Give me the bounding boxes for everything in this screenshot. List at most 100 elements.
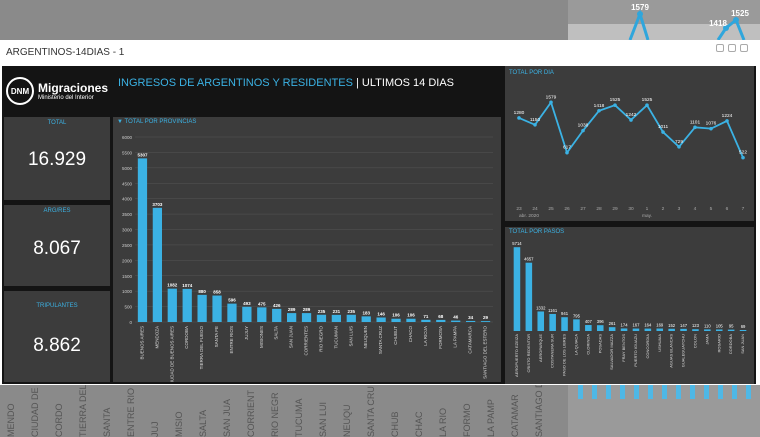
data-point [725,119,729,123]
bar [608,327,616,331]
data-label: 795 [573,313,581,318]
background-value-3: 1525 [731,9,749,18]
y-tick-label: 4000 [122,197,133,202]
title-main: INGRESOS DE ARGENTINOS Y RESIDENTES [118,77,353,89]
data-label: 146 [377,311,385,316]
x-group-label: may. [642,214,652,219]
y-tick-label: 0 [129,320,132,325]
bar [692,329,699,331]
data-label: 596 [228,298,236,303]
kpi-argres[interactable]: ARG/RES 8.067 [4,205,110,286]
bar [301,313,312,322]
x-tick-label: AEROPUERTO EZEIZA [514,334,519,377]
bar [585,325,592,331]
y-tick-label: 3000 [122,228,133,233]
bar [549,313,556,331]
panel-dia[interactable]: TOTAL POR DIA 1280 23 1150 24 1579 25 617 26 103… [505,66,754,221]
x-tick-label: COSTANERA SUR [550,334,555,368]
y-tick-label: 3500 [122,212,133,217]
y-tick-label: 5000 [122,166,133,171]
pasos-chart: 5714 AEROPUERTO EZEIZA 4657 CRISTO REDENTOR… [512,241,747,377]
x-tick-label: AGUAS BLANCAS [669,334,674,368]
kpi-total[interactable]: TOTAL 16.929 [4,117,110,200]
background-label: CORRIENT [246,390,256,437]
data-point [581,128,585,133]
brand-name: Migraciones [38,81,109,95]
y-tick-label: 6000 [122,135,133,140]
data-label: 522 [739,150,747,156]
data-label: 1525 [642,97,653,103]
x-tick-label: AEROPARQUE [538,334,543,362]
bar [287,313,297,322]
title-separator: | [352,77,362,89]
bar [620,328,628,331]
data-label: 1525 [610,97,621,103]
bar [739,329,747,331]
y-tick-label: 2500 [122,243,133,248]
data-label: 46 [453,315,459,320]
x-tick-label: POSADAS [597,334,602,354]
filter-icon[interactable]: ▼ [117,119,123,125]
x-tick-label: ENTRE RIOS [229,326,234,354]
data-point [629,118,633,122]
x-tick-label: SAN JUAN [289,326,294,348]
x-tick-label: SANTA FE [214,326,219,347]
x-tick-label: 28 [596,206,602,212]
title-sub: ULTIMOS 14 DIAS [361,77,455,89]
background-bars [568,385,760,437]
data-label: 1242 [626,112,637,118]
panel-provincias[interactable]: ▼ TOTAL POR PROVINCIAS 0 500 1000 1500 2000 2… [113,117,501,382]
bar [525,262,533,331]
share-icon[interactable] [728,44,736,52]
x-tick-label: CRISTO REDENTOR [526,334,531,373]
x-tick-label: LA RIOJA [423,326,428,346]
data-label: 164 [644,323,652,328]
more-icon[interactable] [740,44,748,52]
bar [436,319,446,322]
x-tick-label: JUJUY [244,326,249,340]
background-value-2: 1418 [709,19,727,28]
data-label: 1280 [514,110,525,116]
bar [272,308,282,322]
background-label: TUCUMA [294,398,304,437]
x-tick-label: CORDOBA [728,334,733,355]
data-label: 71 [423,314,429,319]
data-label: 1074 [182,283,193,288]
data-label: 289 [303,307,311,312]
background-label: CATAMAR [510,394,520,437]
x-tick-label: 7 [742,206,745,212]
bar [197,294,207,322]
kpi-total-label: TOTAL [47,120,67,126]
data-label: 235 [318,309,326,314]
bar [513,247,521,331]
kpi-total-value: 16.929 [27,149,87,170]
background-label: MENDO [6,403,16,437]
window-controls [716,44,748,52]
kpi-tripulantes[interactable]: TRIPULANTES 8.862 [4,291,110,382]
bar [242,306,252,322]
x-tick-label: CONCORDIA [645,334,650,359]
x-tick-label: ROSARIO [716,334,721,352]
x-tick-label: MENDOZA [154,326,159,349]
data-label: 4657 [524,257,534,262]
expand-icon[interactable] [716,44,724,52]
data-point [597,108,601,113]
data-point [741,155,745,160]
x-tick-label: TIERRA DEL FUEGO [199,326,204,370]
x-tick-label: RIO NEGRO [318,326,323,352]
data-label: 941 [561,311,569,316]
kpi-argres-label: ARG/RES [43,208,71,214]
x-tick-label: PASO DE LOS LIBRES [562,334,567,376]
background-label: LA PAMP [486,399,496,437]
background-label: LA RIO [438,407,448,437]
x-tick-label: SANTIAGO DEL ESTERO [483,326,488,379]
x-tick-label: 4 [694,206,697,212]
x-tick-label: SANTA CRUZ [378,326,383,354]
panel-pasos[interactable]: TOTAL POR PASOS 5714 AEROPUERTO EZEIZA 465… [505,227,754,384]
background-label: NEUQU [342,404,352,437]
x-tick-label: PUERTO IGUAZU [633,334,638,367]
x-tick-label: COLON [692,334,697,348]
background-label: SAN JUA [222,398,232,437]
x-tick-label: 5 [710,206,713,212]
